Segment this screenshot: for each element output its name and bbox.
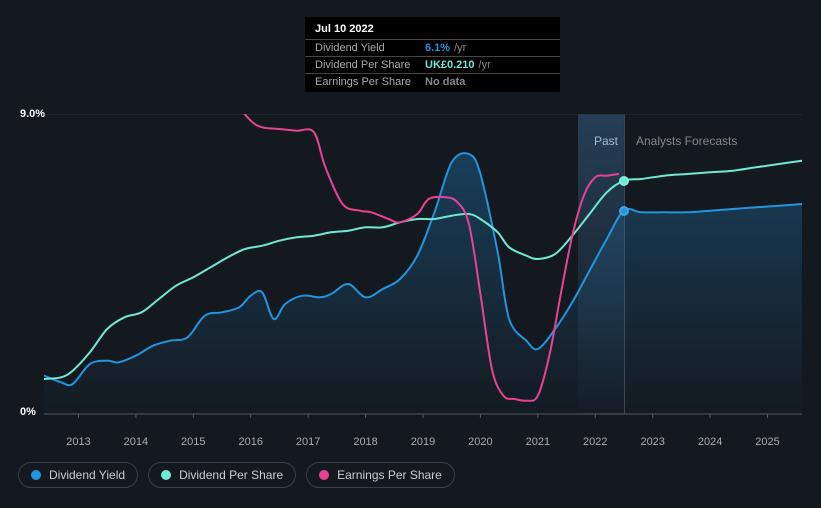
x-tick-label: 2018: [353, 436, 377, 448]
x-tick-label: 2023: [640, 436, 664, 448]
tooltip-row: Dividend Yield 6.1% /yr: [305, 39, 560, 56]
legend-item-dividend-yield[interactable]: Dividend Yield: [18, 462, 138, 488]
x-tick-label: 2019: [411, 436, 435, 448]
x-tick-label: 2013: [66, 436, 90, 448]
tooltip-row: Dividend Per Share UK£0.210 /yr: [305, 56, 560, 73]
tooltip-value: 6.1%: [425, 42, 450, 54]
hover-tooltip: Jul 10 2022 Dividend Yield 6.1% /yrDivid…: [305, 17, 560, 92]
x-tick-label: 2014: [124, 436, 148, 448]
legend-dot-icon: [161, 470, 171, 480]
tooltip-unit: /yr: [479, 59, 491, 71]
series-fill-dividend_yield: [44, 153, 802, 414]
legend-label: Dividend Per Share: [179, 468, 283, 482]
x-tick-label: 2022: [583, 436, 607, 448]
tooltip-value: No data: [425, 76, 465, 88]
x-tick-label: 2020: [468, 436, 492, 448]
tooltip-label: Dividend Yield: [315, 42, 425, 54]
x-axis: 2013 2014 2015 2016 2017 2018 2019 2020 2021 2022…: [44, 430, 802, 460]
x-tick-label: 2016: [238, 436, 262, 448]
tooltip-unit: /yr: [454, 42, 466, 54]
cursor-band: [578, 114, 624, 414]
marker-dividend_yield: [619, 206, 629, 216]
x-tick-label: 2021: [526, 436, 550, 448]
legend-label: Earnings Per Share: [337, 468, 442, 482]
tooltip-row: Earnings Per Share No data: [305, 73, 560, 90]
tooltip-date: Jul 10 2022: [305, 23, 560, 39]
legend-item-earnings-per-share[interactable]: Earnings Per Share: [306, 462, 455, 488]
legend-item-dividend-per-share[interactable]: Dividend Per Share: [148, 462, 296, 488]
marker-dividend_per_share: [619, 176, 629, 186]
legend-dot-icon: [31, 470, 41, 480]
y-axis-min-label: 0%: [20, 406, 36, 418]
x-tick-label: 2017: [296, 436, 320, 448]
tooltip-value: UK£0.210: [425, 59, 475, 71]
y-axis-max-label: 9.0%: [20, 108, 45, 120]
x-tick-label: 2015: [181, 436, 205, 448]
legend-dot-icon: [319, 470, 329, 480]
legend-label: Dividend Yield: [49, 468, 125, 482]
tooltip-label: Earnings Per Share: [315, 76, 425, 88]
tooltip-label: Dividend Per Share: [315, 59, 425, 71]
chart-plot-area[interactable]: [44, 114, 802, 444]
chart-legend: Dividend Yield Dividend Per Share Earnin…: [18, 462, 455, 488]
x-tick-label: 2024: [698, 436, 722, 448]
x-tick-label: 2025: [755, 436, 779, 448]
